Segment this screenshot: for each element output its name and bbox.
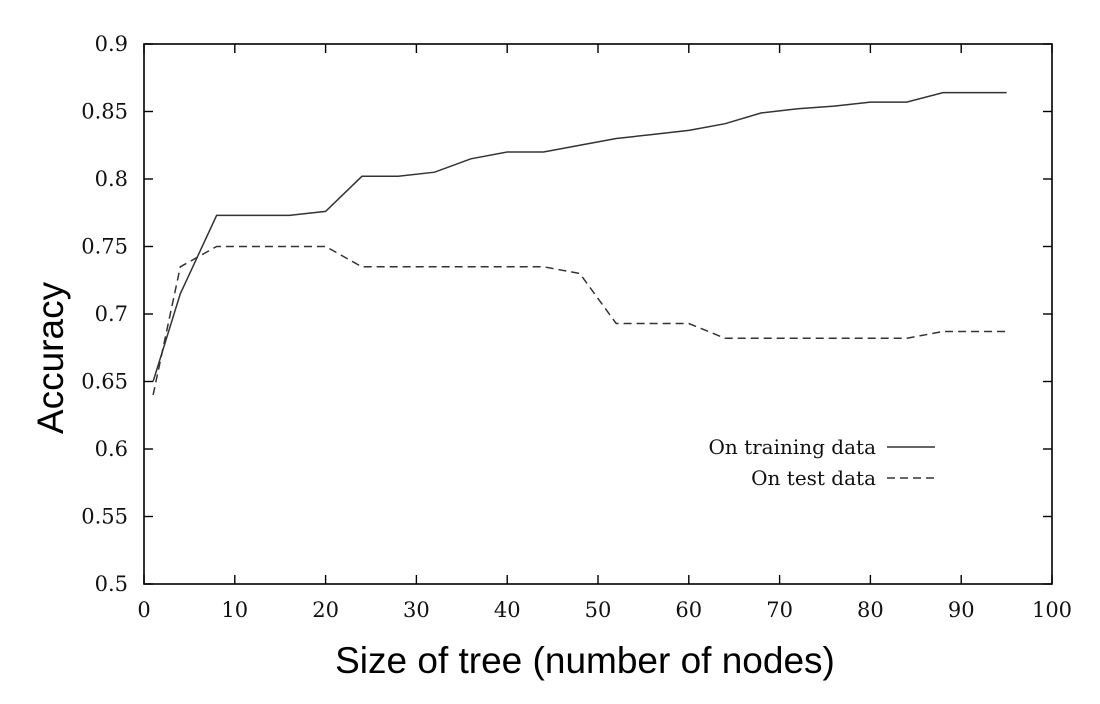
legend: On training data On test data	[708, 435, 935, 490]
y-tick-label: 0.85	[81, 100, 128, 124]
y-tick-label: 0.7	[95, 302, 128, 326]
x-tick-label: 30	[403, 598, 430, 622]
axis-ticks: 0 10 20 30 40 50 60 70 80 90 100 0.5 0.55 0.6 0.65 0.7 0…	[81, 32, 1072, 622]
y-tick-label: 0.8	[95, 167, 128, 191]
legend-label: On test data	[751, 466, 876, 490]
y-tick-label: 0.5	[95, 572, 128, 596]
y-tick-label: 0.65	[81, 370, 128, 394]
x-tick-label: 40	[494, 598, 521, 622]
x-tick-label: 90	[948, 598, 975, 622]
x-tick-label: 70	[766, 598, 793, 622]
x-tick-label: 20	[312, 598, 339, 622]
legend-label: On training data	[708, 435, 876, 459]
x-tick-label: 50	[585, 598, 612, 622]
y-tick-label: 0.75	[81, 235, 128, 259]
x-tick-label: 80	[857, 598, 884, 622]
y-tick-label: 0.9	[95, 32, 128, 56]
y-axis-label: Accuracy	[30, 281, 71, 434]
x-tick-label: 60	[675, 598, 702, 622]
test-data-line	[152, 245, 1007, 396]
series-lines	[152, 91, 1007, 396]
x-tick-label: 100	[1032, 598, 1072, 622]
training-data-line	[152, 91, 1007, 382]
y-tick-label: 0.6	[95, 437, 128, 461]
y-tick-label: 0.55	[81, 505, 128, 529]
plot-frame	[143, 43, 1053, 585]
x-tick-label: 10	[221, 598, 248, 622]
x-axis-label: Size of tree (number of nodes)	[335, 640, 835, 681]
x-tick-label: 0	[137, 598, 150, 622]
